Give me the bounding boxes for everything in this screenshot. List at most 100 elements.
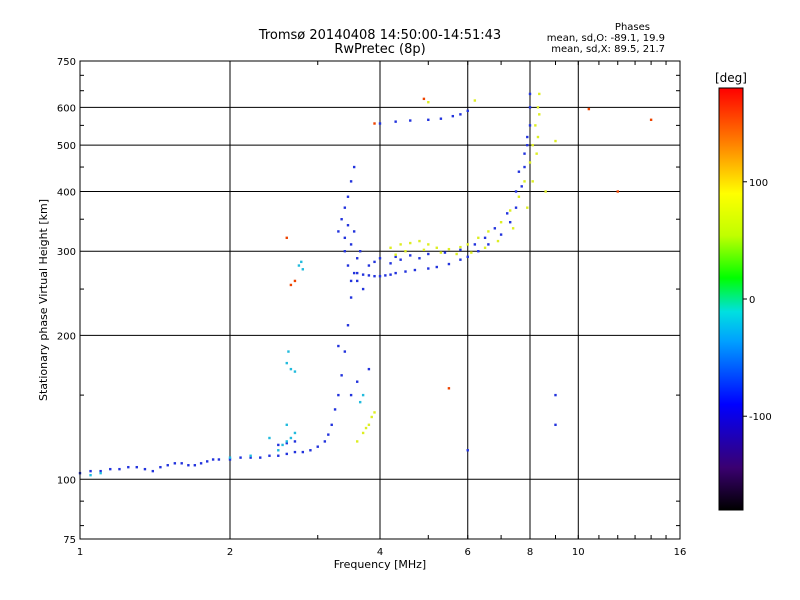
data-point <box>399 243 402 246</box>
data-point <box>349 180 353 183</box>
data-point <box>277 449 280 452</box>
data-point <box>358 400 362 404</box>
data-point <box>487 243 490 246</box>
data-point <box>418 257 421 260</box>
data-point <box>470 251 473 254</box>
data-point <box>343 236 347 240</box>
data-point <box>427 243 430 246</box>
data-point <box>378 257 382 260</box>
data-point <box>249 456 252 459</box>
data-point <box>355 271 359 275</box>
colorbar-tick-label: 100 <box>749 178 768 189</box>
data-point <box>394 120 397 123</box>
data-point <box>422 248 426 252</box>
data-point <box>205 460 209 463</box>
data-point <box>511 227 515 230</box>
data-point <box>228 458 232 461</box>
data-point <box>285 361 288 365</box>
colorbar-label: [deg] <box>715 71 747 85</box>
data-point <box>361 431 365 435</box>
data-point <box>517 170 521 173</box>
data-point <box>99 469 102 473</box>
y-tick-label: 500 <box>57 141 76 152</box>
data-point <box>439 251 443 254</box>
data-point <box>526 143 529 147</box>
data-point <box>508 209 512 212</box>
y-axis-label: Stationary phase Virtual Height [km] <box>37 199 50 401</box>
stats-o-mode: mean, sd,O: -89.1, 19.9 <box>546 33 665 44</box>
data-point <box>349 393 353 397</box>
data-point <box>534 124 537 127</box>
data-point <box>333 408 337 411</box>
data-point <box>109 467 112 471</box>
data-point <box>528 106 532 109</box>
x-tick-label: 8 <box>527 547 533 558</box>
data-point <box>466 449 469 452</box>
data-point <box>367 367 371 371</box>
data-point <box>523 165 526 169</box>
data-point <box>649 118 653 122</box>
data-point <box>300 260 303 264</box>
data-point <box>349 296 353 299</box>
data-point <box>285 441 288 445</box>
data-point <box>127 465 130 469</box>
stats-title: Phases <box>614 22 650 33</box>
data-point <box>337 393 340 397</box>
data-point <box>520 185 523 188</box>
data-point <box>554 393 557 397</box>
data-point <box>587 107 591 111</box>
y-tick-label: 750 <box>57 57 76 68</box>
data-point <box>384 274 387 277</box>
data-point <box>367 274 371 277</box>
data-point <box>361 273 365 276</box>
x-tick-label: 6 <box>465 547 471 558</box>
data-point <box>378 274 382 278</box>
data-point <box>427 118 430 122</box>
data-point <box>352 271 356 275</box>
colorbar-tick-label: 0 <box>749 295 755 306</box>
data-point <box>118 467 121 471</box>
data-point <box>373 274 376 278</box>
data-point <box>370 415 373 419</box>
data-point <box>99 471 102 475</box>
data-point <box>477 236 480 240</box>
data-point <box>531 180 534 183</box>
data-point <box>373 260 376 264</box>
colorbar <box>718 87 744 511</box>
y-tick-label: 100 <box>57 475 76 486</box>
data-point <box>285 440 288 443</box>
data-point <box>538 92 541 96</box>
data-point <box>355 279 359 283</box>
data-point <box>389 262 392 265</box>
data-point <box>285 423 288 427</box>
data-point <box>373 411 376 414</box>
y-tick-label: 600 <box>57 103 76 114</box>
data-point <box>135 465 138 469</box>
data-point <box>289 367 293 371</box>
data-point <box>466 255 469 259</box>
data-point <box>378 122 382 125</box>
data-point <box>536 106 540 109</box>
data-point <box>180 462 183 465</box>
data-point <box>361 393 365 397</box>
data-point <box>447 262 451 266</box>
data-point <box>409 119 412 122</box>
data-point <box>358 250 362 253</box>
data-point <box>493 227 497 230</box>
data-point <box>404 270 407 273</box>
data-point <box>364 426 368 430</box>
data-point <box>289 436 293 440</box>
data-point <box>499 221 503 224</box>
x-tick-label: 2 <box>227 547 233 558</box>
data-point <box>249 454 252 457</box>
x-tick-label: 10 <box>572 547 585 558</box>
x-tick-label: 1 <box>77 547 83 558</box>
data-point <box>316 445 319 448</box>
data-point <box>159 465 162 469</box>
data-point <box>199 462 203 465</box>
data-point <box>277 454 280 457</box>
data-point <box>293 450 297 454</box>
data-point <box>293 279 297 283</box>
data-point <box>523 180 526 183</box>
data-point <box>211 458 215 461</box>
